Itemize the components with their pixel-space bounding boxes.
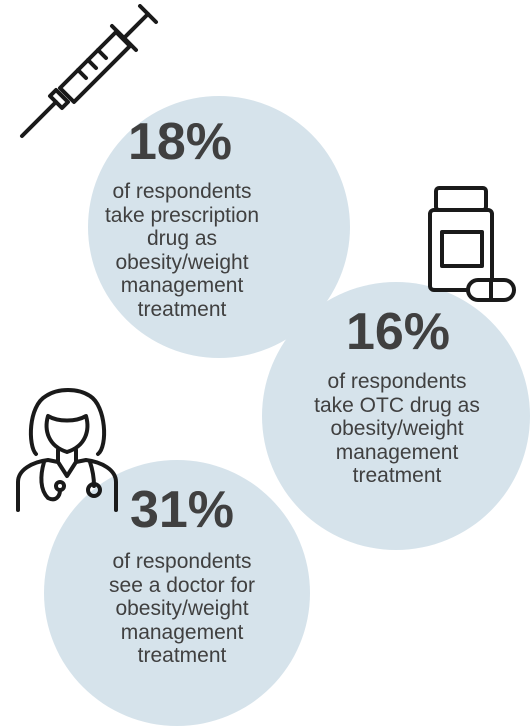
stat-description-prescription: of respondents take prescription drug as… bbox=[104, 180, 260, 321]
pill-bottle-icon bbox=[428, 186, 516, 302]
syringe-icon bbox=[20, 4, 158, 138]
stat-circle-prescription bbox=[88, 96, 350, 358]
stat-circle-otc bbox=[262, 282, 530, 550]
stat-value-doctor: 31% bbox=[129, 481, 235, 539]
doctor-icon bbox=[16, 388, 118, 512]
stat-value-prescription: 18% bbox=[127, 113, 233, 171]
stat-value-otc: 16% bbox=[345, 303, 451, 361]
stat-circle-doctor bbox=[44, 460, 310, 726]
stat-description-doctor: of respondents see a doctor for obesity/… bbox=[109, 550, 255, 667]
stat-description-otc: of respondents take OTC drug as obesity/… bbox=[314, 370, 480, 487]
